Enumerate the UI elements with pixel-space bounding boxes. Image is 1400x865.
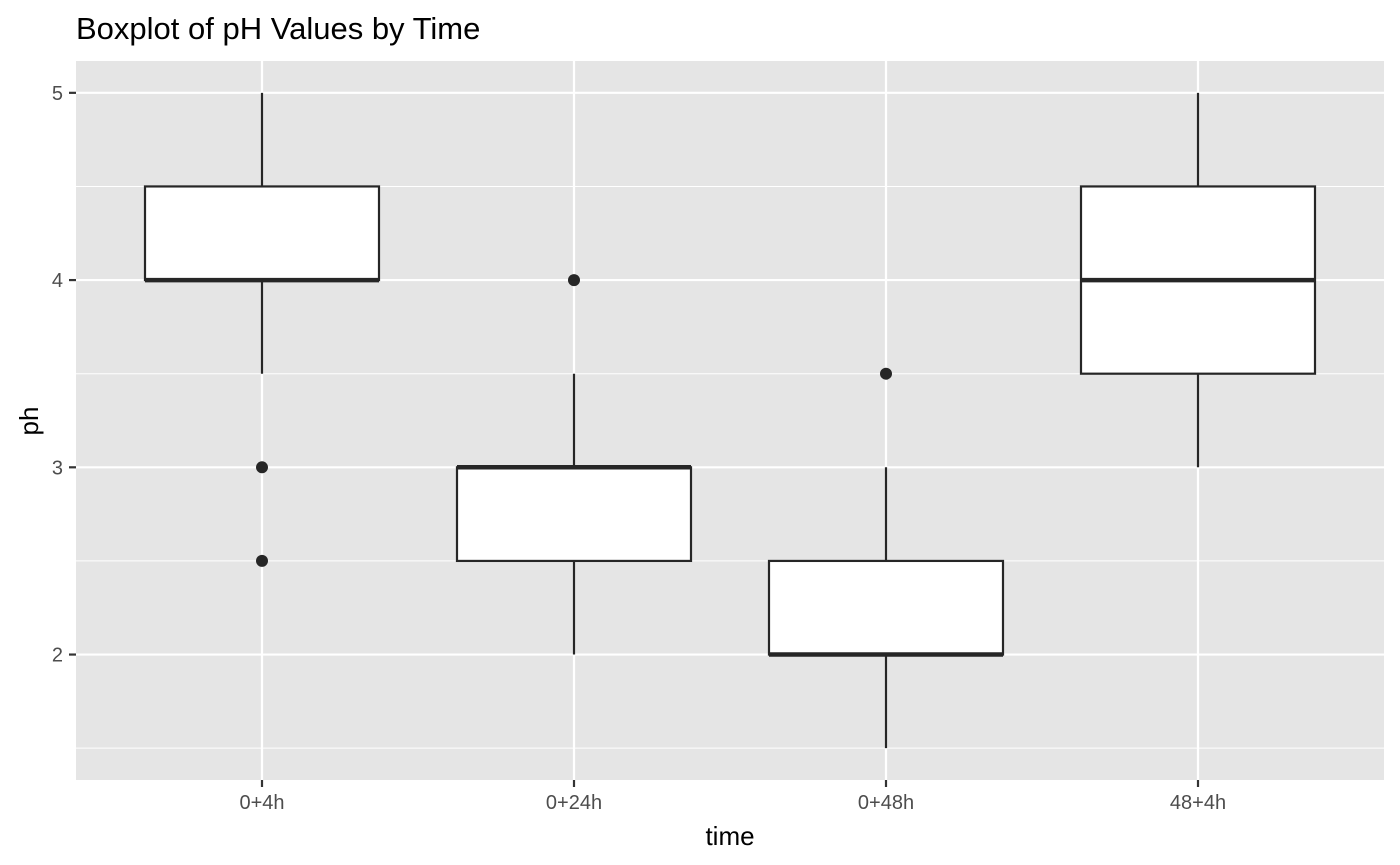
box-iqr bbox=[455, 466, 693, 563]
x-axis: 0+4h 0+24h 0+48h 48+4h bbox=[239, 780, 1226, 814]
outlier-point bbox=[256, 461, 268, 474]
y-tick-label: 2 bbox=[52, 645, 63, 667]
x-tick-label: 48+4h bbox=[1170, 792, 1226, 814]
x-tick-label: 0+4h bbox=[239, 792, 284, 814]
y-tick-label: 3 bbox=[52, 457, 63, 479]
box-layer bbox=[143, 92, 1317, 749]
box-group bbox=[767, 367, 1005, 749]
x-axis-title: time bbox=[705, 821, 754, 851]
chart-title: Boxplot of pH Values by Time bbox=[76, 11, 480, 46]
box-group bbox=[143, 92, 381, 567]
outlier-point bbox=[568, 274, 580, 287]
outlier-point bbox=[256, 554, 268, 567]
x-tick-label: 0+48h bbox=[858, 792, 914, 814]
y-axis: 2 3 4 5 bbox=[52, 83, 76, 667]
box-iqr bbox=[143, 185, 381, 282]
y-axis-title: ph bbox=[14, 407, 44, 436]
y-tick-label: 5 bbox=[52, 83, 63, 105]
box-group bbox=[455, 274, 693, 655]
y-tick-label: 4 bbox=[52, 270, 63, 292]
x-tick-label: 0+24h bbox=[546, 792, 602, 814]
box-iqr bbox=[767, 559, 1005, 656]
plot-panel bbox=[76, 61, 1384, 780]
outlier-point bbox=[880, 367, 892, 380]
box-group bbox=[1079, 92, 1317, 468]
